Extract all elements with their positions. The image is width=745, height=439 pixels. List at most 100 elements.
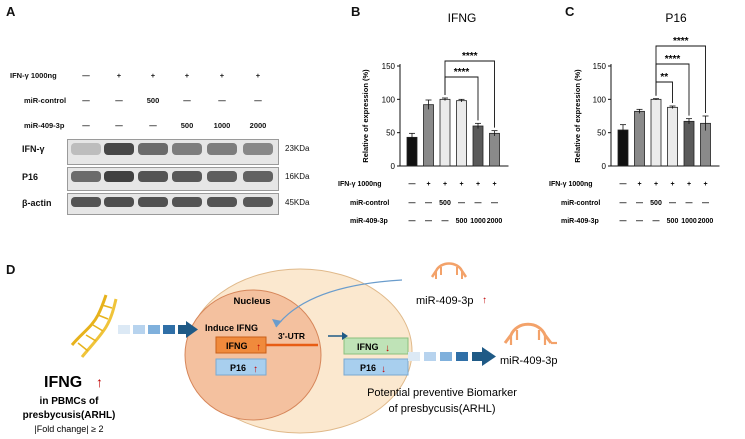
chart-treatment-value: 1000 bbox=[681, 218, 697, 225]
blot-size-label: 45KDa bbox=[285, 198, 310, 207]
blot-band bbox=[207, 197, 237, 207]
blot-band bbox=[207, 171, 237, 182]
mirna-hairpin-icon-bottom bbox=[503, 322, 557, 345]
chart-treatment-value: — bbox=[409, 218, 416, 225]
blot-band bbox=[243, 197, 273, 207]
chart-y-tick-label: 150 bbox=[382, 62, 396, 71]
blot-treatment-label: miR-409-3p bbox=[24, 121, 65, 130]
chart-y-tick-label: 100 bbox=[382, 95, 396, 104]
blot-band bbox=[243, 143, 273, 155]
blot-protein-label: IFN-γ bbox=[22, 144, 45, 154]
blot-treatment-value: — bbox=[149, 121, 157, 130]
left-line3: |Fold change| ≥ 2 bbox=[34, 424, 103, 434]
biomarker-line2: of presbycusis(ARHL) bbox=[389, 403, 496, 415]
blot-protein-label: P16 bbox=[22, 172, 39, 182]
blot-treatment-value: 1000 bbox=[213, 121, 231, 130]
blot-protein-label: β-actin bbox=[22, 198, 52, 208]
chart-bar bbox=[456, 100, 467, 167]
significance-label: **** bbox=[454, 67, 470, 78]
blot-band bbox=[138, 171, 168, 182]
chart-treatment-value: — bbox=[620, 200, 627, 207]
chart-treatment-value: — bbox=[620, 181, 627, 188]
blot-band bbox=[172, 171, 202, 182]
induce-label: Induce IFNG bbox=[205, 323, 258, 333]
chart-treatment-value: — bbox=[653, 218, 660, 225]
blot-treatment-value: — bbox=[82, 71, 90, 80]
arrow-to-ifng-icon bbox=[342, 332, 348, 340]
chart-treatment-label: miR-409-3p bbox=[561, 218, 599, 225]
chart-treatment-value: — bbox=[442, 218, 449, 225]
transport-arrow-left bbox=[118, 321, 198, 338]
blot-treatment-label: miR-control bbox=[24, 96, 67, 105]
chart-treatment-value: + bbox=[426, 181, 430, 188]
blot-treatment-value: + bbox=[184, 71, 190, 80]
chart-treatment-label: IFN-γ 1000ng bbox=[549, 181, 593, 188]
biomarker-line1: Potential preventive Biomarker bbox=[367, 387, 517, 399]
chart-treatment-value: + bbox=[687, 181, 691, 188]
blot-band bbox=[243, 171, 273, 182]
chart-bar bbox=[650, 98, 662, 167]
blot-band bbox=[138, 143, 168, 155]
chart-treatment-value: — bbox=[425, 218, 432, 225]
blot-treatment-value: — bbox=[82, 121, 90, 130]
chart-bar bbox=[617, 129, 629, 167]
chart-ylabel: Relative of expression (%) bbox=[361, 69, 370, 163]
chart-treatment-label: miR-control bbox=[350, 200, 389, 207]
left-up-arrow: ↑ bbox=[96, 374, 103, 390]
chart-treatment-value: — bbox=[620, 218, 627, 225]
mirna-up-arrow: ↑ bbox=[482, 295, 487, 306]
chart-treatment-value: + bbox=[459, 181, 463, 188]
blot-treatment-value: — bbox=[218, 96, 226, 105]
p16-up-arrow: ↑ bbox=[253, 364, 258, 375]
chart-y-tick-label: 50 bbox=[386, 129, 395, 138]
chart-treatment-value: — bbox=[409, 200, 416, 207]
blot-treatment-value: — bbox=[82, 96, 90, 105]
chart-treatment-label: miR-control bbox=[561, 200, 600, 207]
chart-treatment-value: + bbox=[703, 181, 707, 188]
significance-label: ** bbox=[660, 72, 668, 83]
chart-treatment-value: 500 bbox=[456, 218, 468, 225]
bar-charts: IFNG Relative of expression (%) 0 50 100 150 *… bbox=[338, 11, 720, 225]
p16-box-nucleus bbox=[215, 358, 267, 376]
blot-treatment-value: — bbox=[254, 96, 262, 105]
chart-y-tick-label: 0 bbox=[391, 162, 396, 171]
blot-treatment-value: 2000 bbox=[249, 121, 267, 130]
blot-band bbox=[104, 171, 134, 182]
blot-band bbox=[104, 143, 134, 155]
mirna-top-label: miR-409-3p bbox=[416, 295, 473, 307]
chart-treatment-label: IFN-γ 1000ng bbox=[338, 181, 382, 188]
ifng-box-label: IFNG bbox=[226, 341, 248, 351]
chart-treatment-value: + bbox=[637, 181, 641, 188]
chart-bar bbox=[423, 104, 434, 167]
p16-box-down bbox=[343, 358, 409, 376]
chart-bar bbox=[667, 106, 678, 167]
chart-treatment-value: 2000 bbox=[487, 218, 503, 225]
chart-treatment-value: 2000 bbox=[698, 218, 714, 225]
chart-bar bbox=[683, 120, 695, 167]
blot-treatment-value: — bbox=[183, 96, 191, 105]
panel-label-d: D bbox=[6, 262, 16, 277]
chart-treatment-value: — bbox=[409, 181, 416, 188]
chart-treatment-value: — bbox=[491, 200, 498, 207]
significance-label: **** bbox=[665, 54, 681, 65]
left-line2: presbycusis(ARHL) bbox=[23, 410, 116, 421]
panel-label-a: A bbox=[6, 4, 16, 19]
chart-y-tick-label: 0 bbox=[602, 162, 607, 171]
chart-bar bbox=[472, 125, 484, 167]
panel-label-c: C bbox=[565, 4, 575, 19]
mirna-binding-arrow bbox=[275, 279, 403, 328]
mirna-bottom-label: miR-409-3p bbox=[500, 355, 557, 367]
utr-label: 3'-UTR bbox=[278, 331, 305, 341]
chart-treatment-value: — bbox=[475, 200, 482, 207]
chart-treatment-value: 500 bbox=[650, 200, 662, 207]
chart-treatment-value: + bbox=[654, 181, 658, 188]
blot-size-label: 23KDa bbox=[285, 144, 310, 153]
blot-treatment-value: + bbox=[255, 71, 261, 80]
ifng-up-arrow: ↑ bbox=[256, 342, 261, 353]
chart-title: IFNG bbox=[448, 11, 477, 25]
panel-label-b: B bbox=[351, 4, 361, 19]
p16-box2-label: P16 bbox=[360, 363, 376, 373]
chart-treatment-value: — bbox=[458, 200, 465, 207]
chart-treatment-value: + bbox=[476, 181, 480, 188]
chart-treatment-value: 500 bbox=[667, 218, 679, 225]
